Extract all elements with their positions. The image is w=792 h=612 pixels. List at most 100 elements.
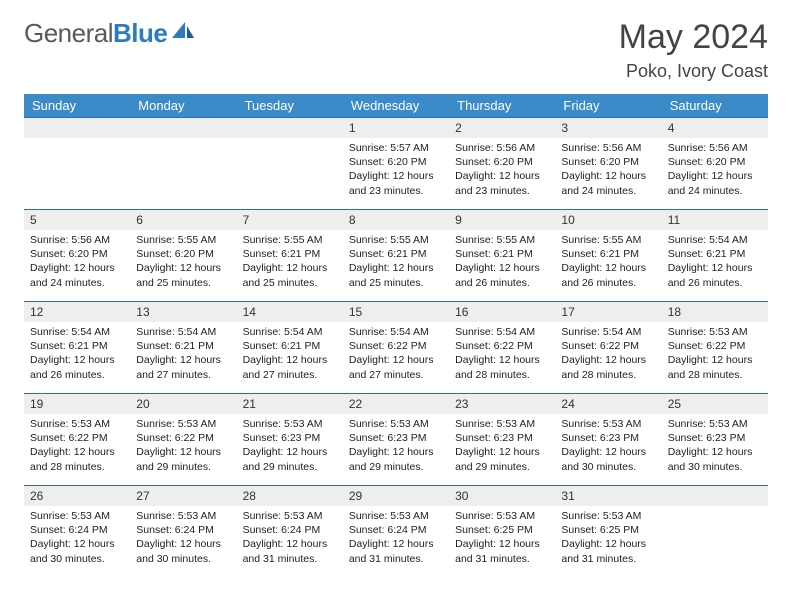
day-cell: 4Sunrise: 5:56 AMSunset: 6:20 PMDaylight…: [662, 118, 768, 210]
day-body: Sunrise: 5:57 AMSunset: 6:20 PMDaylight:…: [343, 138, 449, 201]
day-body: Sunrise: 5:54 AMSunset: 6:21 PMDaylight:…: [24, 322, 130, 385]
day-cell: 29Sunrise: 5:53 AMSunset: 6:24 PMDayligh…: [343, 486, 449, 578]
day-body: Sunrise: 5:56 AMSunset: 6:20 PMDaylight:…: [449, 138, 555, 201]
day-cell: 13Sunrise: 5:54 AMSunset: 6:21 PMDayligh…: [130, 302, 236, 394]
day-cell: 10Sunrise: 5:55 AMSunset: 6:21 PMDayligh…: [555, 210, 661, 302]
day-number-empty: [24, 118, 130, 138]
day-number: 6: [130, 210, 236, 230]
day-number: 20: [130, 394, 236, 414]
day-body: Sunrise: 5:53 AMSunset: 6:23 PMDaylight:…: [555, 414, 661, 477]
day-cell: 12Sunrise: 5:54 AMSunset: 6:21 PMDayligh…: [24, 302, 130, 394]
weekday-header: Tuesday: [237, 94, 343, 118]
day-number: 3: [555, 118, 661, 138]
day-number: 2: [449, 118, 555, 138]
day-cell: 17Sunrise: 5:54 AMSunset: 6:22 PMDayligh…: [555, 302, 661, 394]
day-number: 24: [555, 394, 661, 414]
day-body: Sunrise: 5:54 AMSunset: 6:21 PMDaylight:…: [237, 322, 343, 385]
day-number-empty: [130, 118, 236, 138]
month-title: May 2024: [619, 18, 768, 57]
weekday-header-row: SundayMondayTuesdayWednesdayThursdayFrid…: [24, 94, 768, 118]
day-number: 28: [237, 486, 343, 506]
day-body: Sunrise: 5:53 AMSunset: 6:24 PMDaylight:…: [130, 506, 236, 569]
day-body: Sunrise: 5:54 AMSunset: 6:21 PMDaylight:…: [130, 322, 236, 385]
day-body: Sunrise: 5:53 AMSunset: 6:24 PMDaylight:…: [237, 506, 343, 569]
day-number: 19: [24, 394, 130, 414]
logo: GeneralBlue: [24, 18, 197, 49]
title-block: May 2024 Poko, Ivory Coast: [619, 18, 768, 82]
location: Poko, Ivory Coast: [619, 61, 768, 82]
day-body: Sunrise: 5:55 AMSunset: 6:21 PMDaylight:…: [343, 230, 449, 293]
day-body: Sunrise: 5:53 AMSunset: 6:22 PMDaylight:…: [24, 414, 130, 477]
day-body: Sunrise: 5:53 AMSunset: 6:23 PMDaylight:…: [449, 414, 555, 477]
week-row: 12Sunrise: 5:54 AMSunset: 6:21 PMDayligh…: [24, 302, 768, 394]
day-body: Sunrise: 5:54 AMSunset: 6:22 PMDaylight:…: [555, 322, 661, 385]
day-number: 17: [555, 302, 661, 322]
day-cell: [130, 118, 236, 210]
day-body: Sunrise: 5:53 AMSunset: 6:25 PMDaylight:…: [555, 506, 661, 569]
day-body: Sunrise: 5:55 AMSunset: 6:21 PMDaylight:…: [449, 230, 555, 293]
day-cell: [237, 118, 343, 210]
day-cell: 26Sunrise: 5:53 AMSunset: 6:24 PMDayligh…: [24, 486, 130, 578]
day-body: Sunrise: 5:53 AMSunset: 6:24 PMDaylight:…: [24, 506, 130, 569]
week-row: 5Sunrise: 5:56 AMSunset: 6:20 PMDaylight…: [24, 210, 768, 302]
logo-blue: Blue: [113, 18, 167, 48]
weekday-header: Sunday: [24, 94, 130, 118]
day-number: 5: [24, 210, 130, 230]
day-number: 25: [662, 394, 768, 414]
day-cell: 9Sunrise: 5:55 AMSunset: 6:21 PMDaylight…: [449, 210, 555, 302]
day-body: Sunrise: 5:56 AMSunset: 6:20 PMDaylight:…: [555, 138, 661, 201]
day-number: 27: [130, 486, 236, 506]
sail-icon: [171, 20, 197, 47]
weekday-header: Saturday: [662, 94, 768, 118]
day-cell: 2Sunrise: 5:56 AMSunset: 6:20 PMDaylight…: [449, 118, 555, 210]
logo-gray: General: [24, 18, 113, 48]
day-body: Sunrise: 5:55 AMSunset: 6:21 PMDaylight:…: [237, 230, 343, 293]
day-number: 4: [662, 118, 768, 138]
day-cell: 7Sunrise: 5:55 AMSunset: 6:21 PMDaylight…: [237, 210, 343, 302]
day-number: 30: [449, 486, 555, 506]
weekday-header: Friday: [555, 94, 661, 118]
day-number: 15: [343, 302, 449, 322]
day-number: 23: [449, 394, 555, 414]
day-number: 13: [130, 302, 236, 322]
day-cell: 20Sunrise: 5:53 AMSunset: 6:22 PMDayligh…: [130, 394, 236, 486]
day-cell: 1Sunrise: 5:57 AMSunset: 6:20 PMDaylight…: [343, 118, 449, 210]
day-body: Sunrise: 5:55 AMSunset: 6:20 PMDaylight:…: [130, 230, 236, 293]
calendar-table: SundayMondayTuesdayWednesdayThursdayFrid…: [24, 94, 768, 578]
day-number: 10: [555, 210, 661, 230]
day-cell: 18Sunrise: 5:53 AMSunset: 6:22 PMDayligh…: [662, 302, 768, 394]
day-number: 29: [343, 486, 449, 506]
day-cell: 31Sunrise: 5:53 AMSunset: 6:25 PMDayligh…: [555, 486, 661, 578]
day-number: 7: [237, 210, 343, 230]
day-body: Sunrise: 5:53 AMSunset: 6:24 PMDaylight:…: [343, 506, 449, 569]
day-cell: 16Sunrise: 5:54 AMSunset: 6:22 PMDayligh…: [449, 302, 555, 394]
day-cell: 25Sunrise: 5:53 AMSunset: 6:23 PMDayligh…: [662, 394, 768, 486]
day-number: 18: [662, 302, 768, 322]
day-number: 26: [24, 486, 130, 506]
week-row: 19Sunrise: 5:53 AMSunset: 6:22 PMDayligh…: [24, 394, 768, 486]
day-body: Sunrise: 5:56 AMSunset: 6:20 PMDaylight:…: [24, 230, 130, 293]
day-cell: 3Sunrise: 5:56 AMSunset: 6:20 PMDaylight…: [555, 118, 661, 210]
logo-text: GeneralBlue: [24, 18, 167, 49]
week-row: 1Sunrise: 5:57 AMSunset: 6:20 PMDaylight…: [24, 118, 768, 210]
day-number: 12: [24, 302, 130, 322]
day-cell: [662, 486, 768, 578]
day-cell: [24, 118, 130, 210]
day-body: Sunrise: 5:53 AMSunset: 6:23 PMDaylight:…: [237, 414, 343, 477]
day-body: Sunrise: 5:56 AMSunset: 6:20 PMDaylight:…: [662, 138, 768, 201]
day-cell: 8Sunrise: 5:55 AMSunset: 6:21 PMDaylight…: [343, 210, 449, 302]
day-number: 14: [237, 302, 343, 322]
day-body: Sunrise: 5:54 AMSunset: 6:22 PMDaylight:…: [449, 322, 555, 385]
day-number: 16: [449, 302, 555, 322]
day-number-empty: [237, 118, 343, 138]
weekday-header: Thursday: [449, 94, 555, 118]
day-number: 8: [343, 210, 449, 230]
day-cell: 5Sunrise: 5:56 AMSunset: 6:20 PMDaylight…: [24, 210, 130, 302]
day-cell: 27Sunrise: 5:53 AMSunset: 6:24 PMDayligh…: [130, 486, 236, 578]
day-cell: 6Sunrise: 5:55 AMSunset: 6:20 PMDaylight…: [130, 210, 236, 302]
day-number-empty: [662, 486, 768, 506]
day-body: Sunrise: 5:53 AMSunset: 6:22 PMDaylight:…: [662, 322, 768, 385]
day-cell: 22Sunrise: 5:53 AMSunset: 6:23 PMDayligh…: [343, 394, 449, 486]
day-body: Sunrise: 5:53 AMSunset: 6:25 PMDaylight:…: [449, 506, 555, 569]
day-body: Sunrise: 5:53 AMSunset: 6:23 PMDaylight:…: [662, 414, 768, 477]
